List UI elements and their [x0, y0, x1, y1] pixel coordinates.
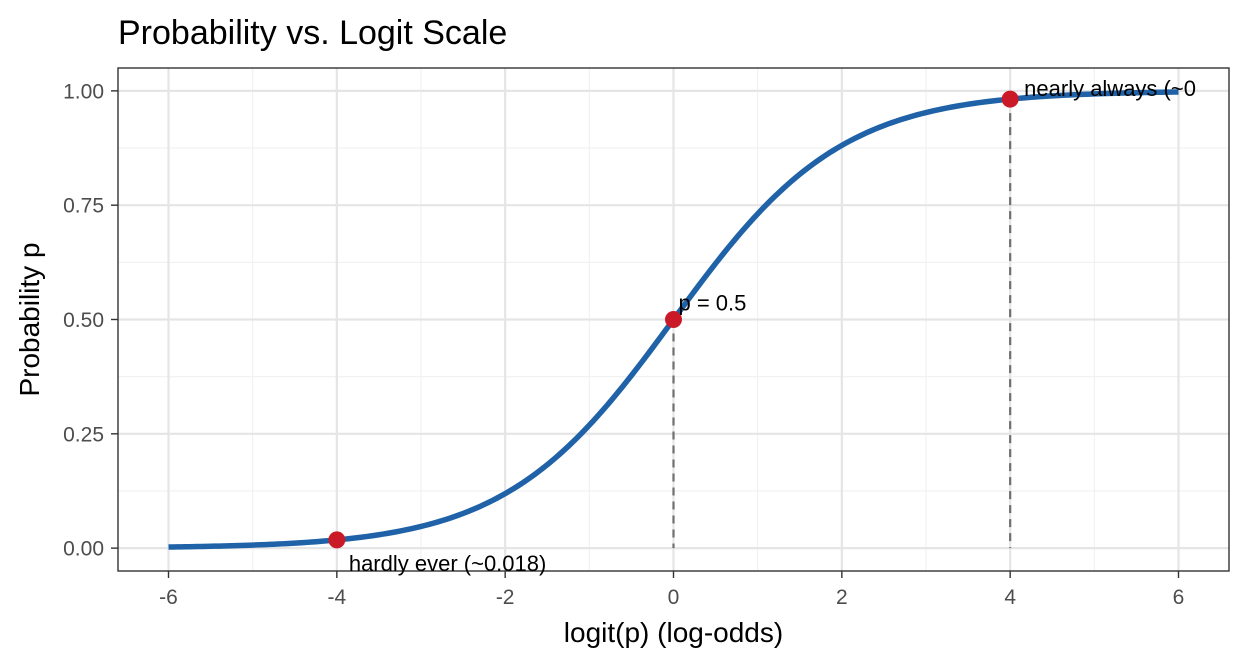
highlight-point [665, 311, 682, 328]
x-axis-title: logit(p) (log-odds) [564, 617, 783, 648]
x-tick-label: -4 [327, 586, 346, 609]
highlight-point [1001, 90, 1019, 108]
points-layer [328, 90, 1019, 549]
x-tick-label: -2 [496, 586, 515, 609]
x-axis-ticks: -6 -4 -2 0 2 4 6 [159, 571, 1184, 609]
y-tick-label: 0.00 [63, 538, 104, 561]
reference-lines [672, 99, 1012, 549]
point-annotation: hardly ever (~0.018) [349, 551, 547, 576]
y-tick-label: 0.75 [63, 195, 104, 218]
y-tick-label: 1.00 [63, 80, 104, 103]
y-axis-ticks: 0.00 0.25 0.50 0.75 1.00 [63, 80, 118, 561]
x-tick-label: 6 [1173, 586, 1185, 609]
point-annotation: nearly always (~0 [1024, 76, 1196, 101]
x-tick-label: 2 [836, 586, 848, 609]
y-tick-label: 0.50 [63, 309, 104, 332]
highlight-point [328, 531, 346, 549]
y-axis-title: Probability p [14, 242, 45, 396]
x-tick-label: -6 [159, 586, 178, 609]
chart-title: Probability vs. Logit Scale [118, 14, 507, 52]
annotations: hardly ever (~0.018) p = 0.5 nearly always… [349, 76, 1196, 576]
x-tick-label: 0 [668, 586, 680, 609]
x-tick-label: 4 [1004, 586, 1016, 609]
point-annotation: p = 0.5 [679, 291, 747, 316]
y-tick-label: 0.25 [63, 423, 104, 446]
